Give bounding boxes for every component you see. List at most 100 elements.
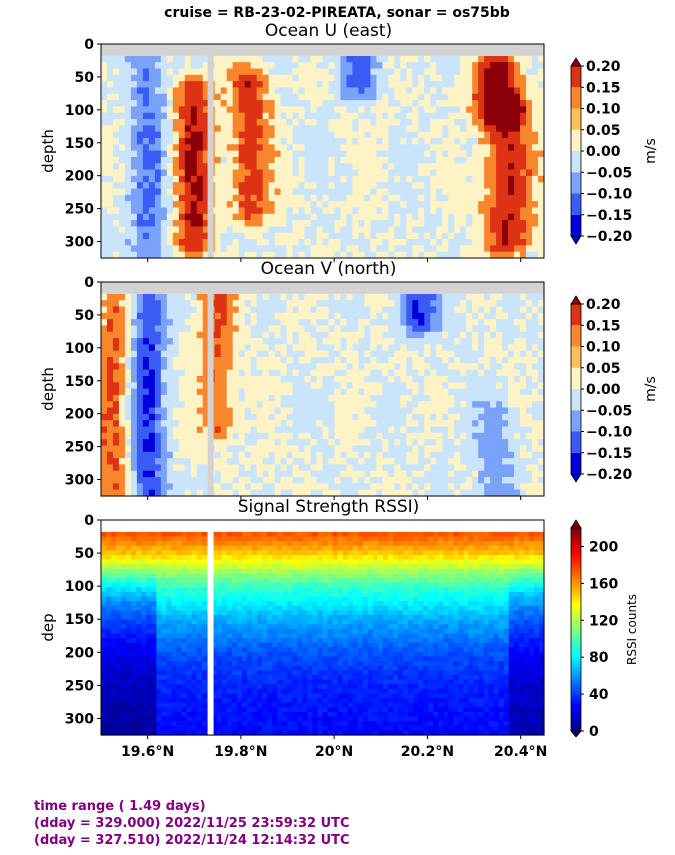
contour-cell	[250, 137, 258, 145]
contour-cell	[292, 213, 300, 221]
contour-cell	[268, 74, 276, 82]
contour-cell	[226, 188, 234, 196]
contour-cell	[334, 319, 342, 327]
contour-cell	[478, 119, 485, 126]
contour-cell	[496, 388, 503, 396]
contour-cell	[538, 363, 545, 371]
contour-cell	[244, 87, 252, 95]
contour-cell	[244, 106, 252, 114]
contour-cell	[340, 213, 348, 221]
contour-cell	[130, 226, 138, 234]
contour-cell	[496, 220, 503, 228]
contour-cell	[466, 375, 473, 383]
contour-cell	[508, 407, 515, 415]
contour-cell	[430, 477, 437, 484]
contour-cell	[454, 150, 461, 158]
contour-cell	[244, 331, 252, 339]
contour-cell	[112, 363, 120, 371]
contour-cell	[514, 477, 521, 484]
contour-cell	[364, 144, 371, 152]
contour-cell	[334, 175, 342, 183]
contour-cell	[298, 87, 306, 95]
colorbar-tick-label: 0.15	[586, 318, 621, 334]
contour-cell	[382, 464, 389, 472]
contour-cell	[340, 106, 348, 114]
contour-cell	[196, 300, 204, 308]
contour-cell	[388, 93, 395, 101]
contour-cell	[388, 388, 395, 396]
contour-cell	[502, 344, 509, 352]
contour-cell	[352, 131, 360, 139]
contour-cell	[274, 182, 282, 190]
contour-cell	[112, 232, 120, 240]
contour-cell	[214, 477, 222, 484]
contour-cell	[340, 163, 348, 171]
contour-cell	[340, 300, 348, 308]
contour-cell	[214, 375, 222, 383]
contour-cell	[454, 251, 461, 259]
contour-cell	[424, 100, 431, 107]
contour-cell	[394, 312, 401, 320]
contour-cell	[136, 420, 144, 428]
contour-cell	[376, 207, 383, 215]
contour-cell	[286, 375, 294, 383]
contour-cell	[538, 81, 545, 89]
contour-cell	[478, 207, 485, 215]
contour-cell	[490, 300, 497, 308]
contour-cell	[274, 420, 282, 428]
contour-cell	[286, 207, 294, 215]
contour-cell	[466, 426, 473, 434]
contour-cell	[136, 464, 144, 472]
contour-cell	[310, 439, 318, 447]
contour-cell	[496, 489, 503, 497]
contour-cell	[424, 156, 431, 164]
contour-cell	[304, 432, 312, 440]
contour-cell	[184, 420, 192, 428]
contour-cell	[412, 150, 419, 158]
contour-cell	[202, 150, 210, 158]
contour-cell	[502, 239, 509, 246]
contour-cell	[268, 119, 276, 126]
contour-cell	[508, 245, 515, 253]
contour-cell	[328, 300, 336, 308]
contour-cell	[118, 68, 126, 76]
contour-cell	[172, 62, 180, 70]
contour-cell	[286, 213, 294, 221]
contour-cell	[370, 251, 377, 259]
contour-cell	[322, 194, 330, 202]
contour-cell	[388, 226, 395, 234]
contour-cell	[460, 251, 467, 259]
contour-cell	[124, 112, 132, 120]
contour-cell	[334, 93, 342, 101]
contour-cell	[178, 439, 186, 447]
contour-cell	[472, 489, 479, 497]
contour-cell	[400, 226, 407, 234]
contour-cell	[262, 201, 270, 209]
contour-cell	[262, 489, 270, 497]
contour-cell	[502, 106, 509, 114]
contour-cell	[280, 232, 288, 240]
contour-cell	[244, 407, 252, 415]
contour-cell	[424, 331, 431, 339]
contour-cell	[166, 81, 174, 89]
contour-cell	[280, 125, 288, 133]
contour-cell	[532, 182, 539, 190]
contour-cell	[394, 357, 401, 364]
contour-cell	[364, 458, 371, 466]
contour-cell	[394, 125, 401, 133]
contour-cell	[418, 144, 425, 152]
contour-cell	[142, 306, 150, 314]
contour-cell	[490, 426, 497, 434]
contour-cell	[256, 432, 264, 440]
contour-cell	[502, 87, 509, 95]
contour-cell	[442, 137, 449, 145]
contour-cell	[358, 388, 366, 396]
contour-cell	[130, 213, 138, 221]
contour-cell	[292, 350, 300, 358]
contour-cell	[526, 407, 533, 415]
contour-cell	[244, 306, 252, 314]
contour-cell	[220, 207, 228, 215]
contour-cell	[406, 394, 413, 402]
contour-cell	[286, 312, 294, 320]
contour-cell	[172, 312, 180, 320]
